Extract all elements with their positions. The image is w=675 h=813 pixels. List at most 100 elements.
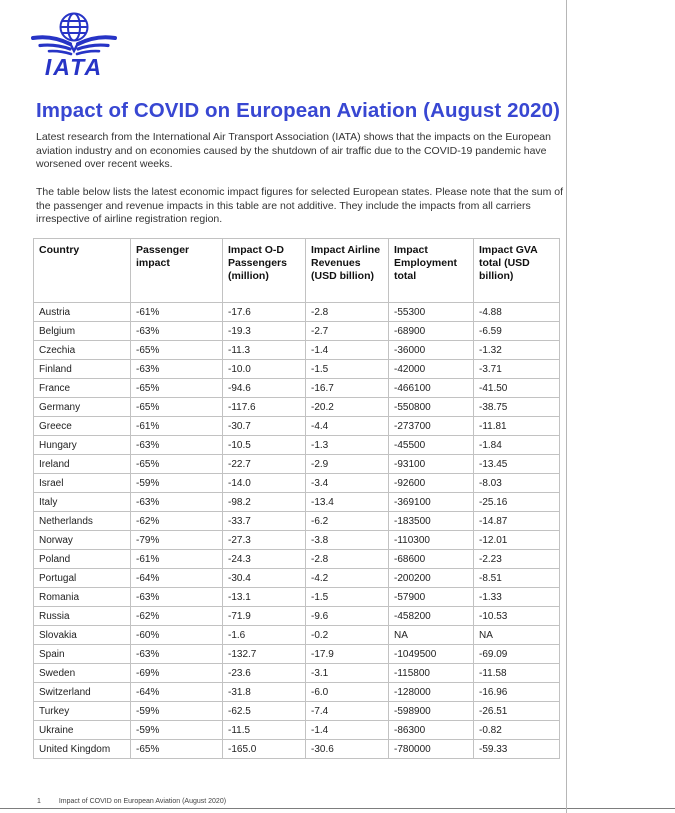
table-cell: Ukraine	[33, 720, 131, 740]
table-cell: -0.82	[473, 720, 560, 740]
table-cell: -59%	[130, 701, 223, 721]
table-cell: -458200	[388, 606, 474, 626]
table-cell: -98.2	[222, 492, 306, 512]
table-row: Italy -63% -98.2 -13.4 -369100 -25.16	[33, 492, 560, 512]
table-cell: -65%	[130, 397, 223, 417]
table-cell: -26.51	[473, 701, 560, 721]
table-cell: -117.6	[222, 397, 306, 417]
table-cell: -65%	[130, 454, 223, 474]
intro-paragraph-1: Latest research from the International A…	[36, 131, 551, 171]
table-row: Ukraine -59% -11.5 -1.4 -86300 -0.82	[33, 720, 560, 740]
table-cell: -3.4	[305, 473, 389, 493]
table-cell: -59.33	[473, 739, 560, 759]
table-cell: -8.51	[473, 568, 560, 588]
table-cell: Czechia	[33, 340, 131, 360]
table-cell: -25.16	[473, 492, 560, 512]
footer: 1 Impact of COVID on European Aviation (…	[37, 798, 226, 805]
table-row: Romania -63% -13.1 -1.5 -57900 -1.33	[33, 587, 560, 607]
table-cell: -3.71	[473, 359, 560, 379]
table-cell: -1.84	[473, 435, 560, 455]
table-cell: Hungary	[33, 435, 131, 455]
table-cell: -20.2	[305, 397, 389, 417]
table-cell: Israel	[33, 473, 131, 493]
table-cell: Ireland	[33, 454, 131, 474]
table-row: Israel -59% -14.0 -3.4 -92600 -8.03	[33, 473, 560, 493]
table-cell: -64%	[130, 568, 223, 588]
table-cell: -0.2	[305, 625, 389, 645]
table-cell: -17.9	[305, 644, 389, 664]
table-cell: -63%	[130, 587, 223, 607]
table-cell: -1.6	[222, 625, 306, 645]
table-cell: NA	[388, 625, 474, 645]
table-cell: -2.23	[473, 549, 560, 569]
iata-logo: IATA	[30, 8, 118, 83]
table-cell: -63%	[130, 492, 223, 512]
table-cell: -33.7	[222, 511, 306, 531]
table-cell: -550800	[388, 397, 474, 417]
table-cell: -2.8	[305, 302, 389, 322]
table-row: Austria -61% -17.6 -2.8 -55300 -4.88	[33, 302, 560, 322]
table-cell: -183500	[388, 511, 474, 531]
table-cell: -11.5	[222, 720, 306, 740]
table-cell: -4.2	[305, 568, 389, 588]
table-cell: -93100	[388, 454, 474, 474]
page-edge-line	[566, 0, 567, 813]
table-cell: -17.6	[222, 302, 306, 322]
table-row: Portugal -64% -30.4 -4.2 -200200 -8.51	[33, 568, 560, 588]
footer-page-number: 1	[37, 798, 41, 805]
table-cell: -61%	[130, 302, 223, 322]
table-cell: Italy	[33, 492, 131, 512]
table-cell: -62%	[130, 511, 223, 531]
table-row: Greece -61% -30.7 -4.4 -273700 -11.81	[33, 416, 560, 436]
table-cell: -65%	[130, 378, 223, 398]
table-cell: -45500	[388, 435, 474, 455]
table-cell: Spain	[33, 644, 131, 664]
table-cell: Greece	[33, 416, 131, 436]
table-cell: -598900	[388, 701, 474, 721]
table-cell: -3.1	[305, 663, 389, 683]
table-cell: -94.6	[222, 378, 306, 398]
table-cell: Belgium	[33, 321, 131, 341]
table-cell: -1.4	[305, 720, 389, 740]
table-cell: -13.1	[222, 587, 306, 607]
table-cell: Portugal	[33, 568, 131, 588]
table-cell: -22.7	[222, 454, 306, 474]
table-row: Switzerland -64% -31.8 -6.0 -128000 -16.96	[33, 682, 560, 702]
table-cell: -132.7	[222, 644, 306, 664]
table-cell: -6.59	[473, 321, 560, 341]
table-cell: -2.9	[305, 454, 389, 474]
table-cell: -10.53	[473, 606, 560, 626]
intro-paragraph-2: The table below lists the latest economi…	[36, 186, 564, 226]
table-cell: -63%	[130, 359, 223, 379]
iata-globe-wings-icon: IATA	[31, 12, 117, 80]
table-cell: Sweden	[33, 663, 131, 683]
table-cell: -128000	[388, 682, 474, 702]
column-header-employment: Impact Employment total	[388, 238, 474, 303]
table-cell: -11.3	[222, 340, 306, 360]
table-cell: -23.6	[222, 663, 306, 683]
table-cell: NA	[473, 625, 560, 645]
table-cell: -11.81	[473, 416, 560, 436]
column-header-passenger-impact: Passenger impact	[130, 238, 223, 303]
table-cell: -30.7	[222, 416, 306, 436]
table-row: Russia -62% -71.9 -9.6 -458200 -10.53	[33, 606, 560, 626]
table-cell: France	[33, 378, 131, 398]
table-cell: -12.01	[473, 530, 560, 550]
table-row: Ireland -65% -22.7 -2.9 -93100 -13.45	[33, 454, 560, 474]
table-cell: -69%	[130, 663, 223, 683]
table-cell: -92600	[388, 473, 474, 493]
table-cell: -2.8	[305, 549, 389, 569]
table-cell: -1.5	[305, 359, 389, 379]
table-cell: -30.4	[222, 568, 306, 588]
table-cell: -2.7	[305, 321, 389, 341]
table-row: Belgium -63% -19.3 -2.7 -68900 -6.59	[33, 321, 560, 341]
table-cell: -3.8	[305, 530, 389, 550]
table-cell: -86300	[388, 720, 474, 740]
table-cell: -30.6	[305, 739, 389, 759]
table-cell: -780000	[388, 739, 474, 759]
table-cell: -65%	[130, 739, 223, 759]
table-cell: Russia	[33, 606, 131, 626]
page-title: Impact of COVID on European Aviation (Au…	[36, 99, 561, 122]
table-row: Poland -61% -24.3 -2.8 -68600 -2.23	[33, 549, 560, 569]
